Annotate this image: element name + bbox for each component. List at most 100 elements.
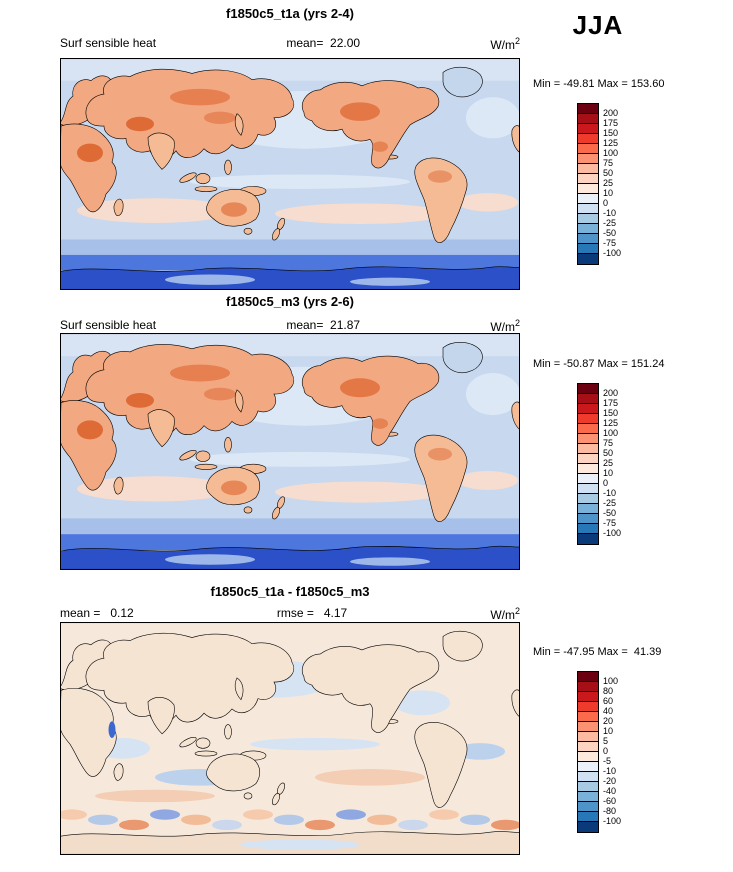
minmax-label-case1: Min = -49.81 Max = 153.60 <box>533 78 665 90</box>
colorbar-row-case2: 200 175 150 125 100 75 50 25 10 0 -10 -25 -50 -75 -100 <box>577 383 664 545</box>
colorbar-tick-label: 100 <box>603 676 619 686</box>
colorbar-tick-label: 50 <box>603 168 614 178</box>
panel-case1: f1850c5_t1a (yrs 2-4) Surf sensible heat… <box>0 6 540 294</box>
colorbar-segment <box>578 134 598 144</box>
colorbar-segment <box>578 762 598 772</box>
colorbar-segment <box>578 812 598 822</box>
units-base: W/m <box>490 608 515 622</box>
panel-title-case2: f1850c5_m3 (yrs 2-6) <box>226 294 354 309</box>
colorbar-segment <box>578 254 598 264</box>
colorbar-segment <box>578 124 598 134</box>
panel-difference: f1850c5_t1a - f1850c5_m3 mean = 0.12 rms… <box>0 584 540 864</box>
units-label: W/m2 <box>490 606 520 622</box>
colorbar-labels-difference: 100 80 60 40 20 10 5 0 -5 -10 -20 -40 -60 -80 -100 <box>603 671 637 833</box>
colorbar-segment <box>578 514 598 524</box>
colorbar-segment <box>578 494 598 504</box>
colorbar-segment <box>578 424 598 434</box>
colorbar-segment <box>578 174 598 184</box>
colorbar-segment <box>578 752 598 762</box>
colorbar-segment <box>578 772 598 782</box>
colorbar-tick-label: 75 <box>603 438 614 448</box>
colorbar-tick-label: 175 <box>603 398 619 408</box>
colorbar-tick-label: 125 <box>603 138 619 148</box>
panel-title-case1: f1850c5_t1a (yrs 2-4) <box>226 6 354 21</box>
colorbar-tick-label: -25 <box>603 218 617 228</box>
colorbar-tick-label: -100 <box>603 248 622 258</box>
minmax-label-difference: Min = -47.95 Max = 41.39 <box>533 646 662 658</box>
colorbar-case1 <box>577 103 599 265</box>
colorbar-segment <box>578 692 598 702</box>
colorbar-segment <box>578 244 598 254</box>
colorbar-tick-label: 25 <box>603 458 614 468</box>
variable-label: Surf sensible heat <box>60 318 157 332</box>
colorbar-segment <box>578 474 598 484</box>
colorbar-tick-label: -100 <box>603 528 622 538</box>
colorbar-tick-label: 150 <box>603 408 619 418</box>
colorbar-segment <box>578 792 598 802</box>
colorbar-segment <box>578 104 598 114</box>
colorbar-tick-label: -80 <box>603 806 617 816</box>
colorbar-labels-case1: 200 175 150 125 100 75 50 25 10 0 -10 -25 -50 -75 -100 <box>603 103 637 265</box>
season-label: JJA <box>572 10 624 40</box>
colorbar-tick-label: -50 <box>603 228 617 238</box>
colorbar-case2 <box>577 383 599 545</box>
colorbar-segment <box>578 144 598 154</box>
units-label: W/m2 <box>490 36 520 52</box>
legend-difference: Min = -47.95 Max = 41.39 100 80 60 40 20 10 5 0… <box>533 646 661 833</box>
colorbar-segment <box>578 234 598 244</box>
mean-stat: mean = 0.12 <box>60 606 134 620</box>
panel-subrow-difference: mean = 0.12 rmse = 4.17 W/m2 <box>60 606 520 622</box>
colorbar-segment <box>578 214 598 224</box>
colorbar-segment <box>578 404 598 414</box>
colorbar-tick-label: 5 <box>603 736 609 746</box>
colorbar-tick-label: 10 <box>603 726 614 736</box>
colorbar-segment <box>578 414 598 424</box>
minmax-label-case2: Min = -50.87 Max = 151.24 <box>533 358 665 370</box>
colorbar-tick-label: 100 <box>603 428 619 438</box>
colorbar-row-difference: 100 80 60 40 20 10 5 0 -5 -10 -20 -40 -60 -80 -100 <box>577 671 661 833</box>
colorbar-tick-label: 75 <box>603 158 614 168</box>
variable-label: Surf sensible heat <box>60 36 157 50</box>
colorbar-segment <box>578 384 598 394</box>
colorbar-tick-label: -75 <box>603 238 617 248</box>
colorbar-tick-label: 100 <box>603 148 619 158</box>
colorbar-tick-label: 10 <box>603 188 614 198</box>
colorbar-segment <box>578 184 598 194</box>
colorbar-segment <box>578 444 598 454</box>
colorbar-tick-label: -100 <box>603 816 622 826</box>
colorbar-tick-label: 0 <box>603 198 609 208</box>
colorbar-tick-label: -5 <box>603 756 612 766</box>
colorbar-segment <box>578 712 598 722</box>
colorbar-difference <box>577 671 599 833</box>
colorbar-tick-label: -25 <box>603 498 617 508</box>
colorbar-tick-label: 150 <box>603 128 619 138</box>
colorbar-tick-label: 80 <box>603 686 614 696</box>
panel-subrow-case1: Surf sensible heat mean= 22.00 W/m2 <box>60 36 520 52</box>
colorbar-tick-label: 200 <box>603 108 619 118</box>
colorbar-segment <box>578 702 598 712</box>
colorbar-segment <box>578 722 598 732</box>
colorbar-tick-label: -75 <box>603 518 617 528</box>
colorbar-segment <box>578 742 598 752</box>
colorbar-tick-label: -60 <box>603 796 617 806</box>
colorbar-tick-label: -50 <box>603 508 617 518</box>
colorbar-segment <box>578 682 598 692</box>
colorbar-segment <box>578 504 598 514</box>
colorbar-segment <box>578 394 598 404</box>
world-map-case2 <box>60 333 520 570</box>
colorbar-segment <box>578 464 598 474</box>
mean-stat: mean= 22.00 <box>286 36 361 50</box>
colorbar-segment <box>578 114 598 124</box>
colorbar-segment <box>578 154 598 164</box>
colorbar-tick-label: 40 <box>603 706 614 716</box>
colorbar-segment <box>578 454 598 464</box>
colorbar-segment <box>578 224 598 234</box>
map-case1 <box>60 58 520 290</box>
map-case2 <box>60 333 520 570</box>
map-difference <box>60 622 520 855</box>
colorbar-segment <box>578 782 598 792</box>
colorbar-tick-label: 25 <box>603 178 614 188</box>
colorbar-segment <box>578 732 598 742</box>
colorbar-tick-label: 200 <box>603 388 619 398</box>
